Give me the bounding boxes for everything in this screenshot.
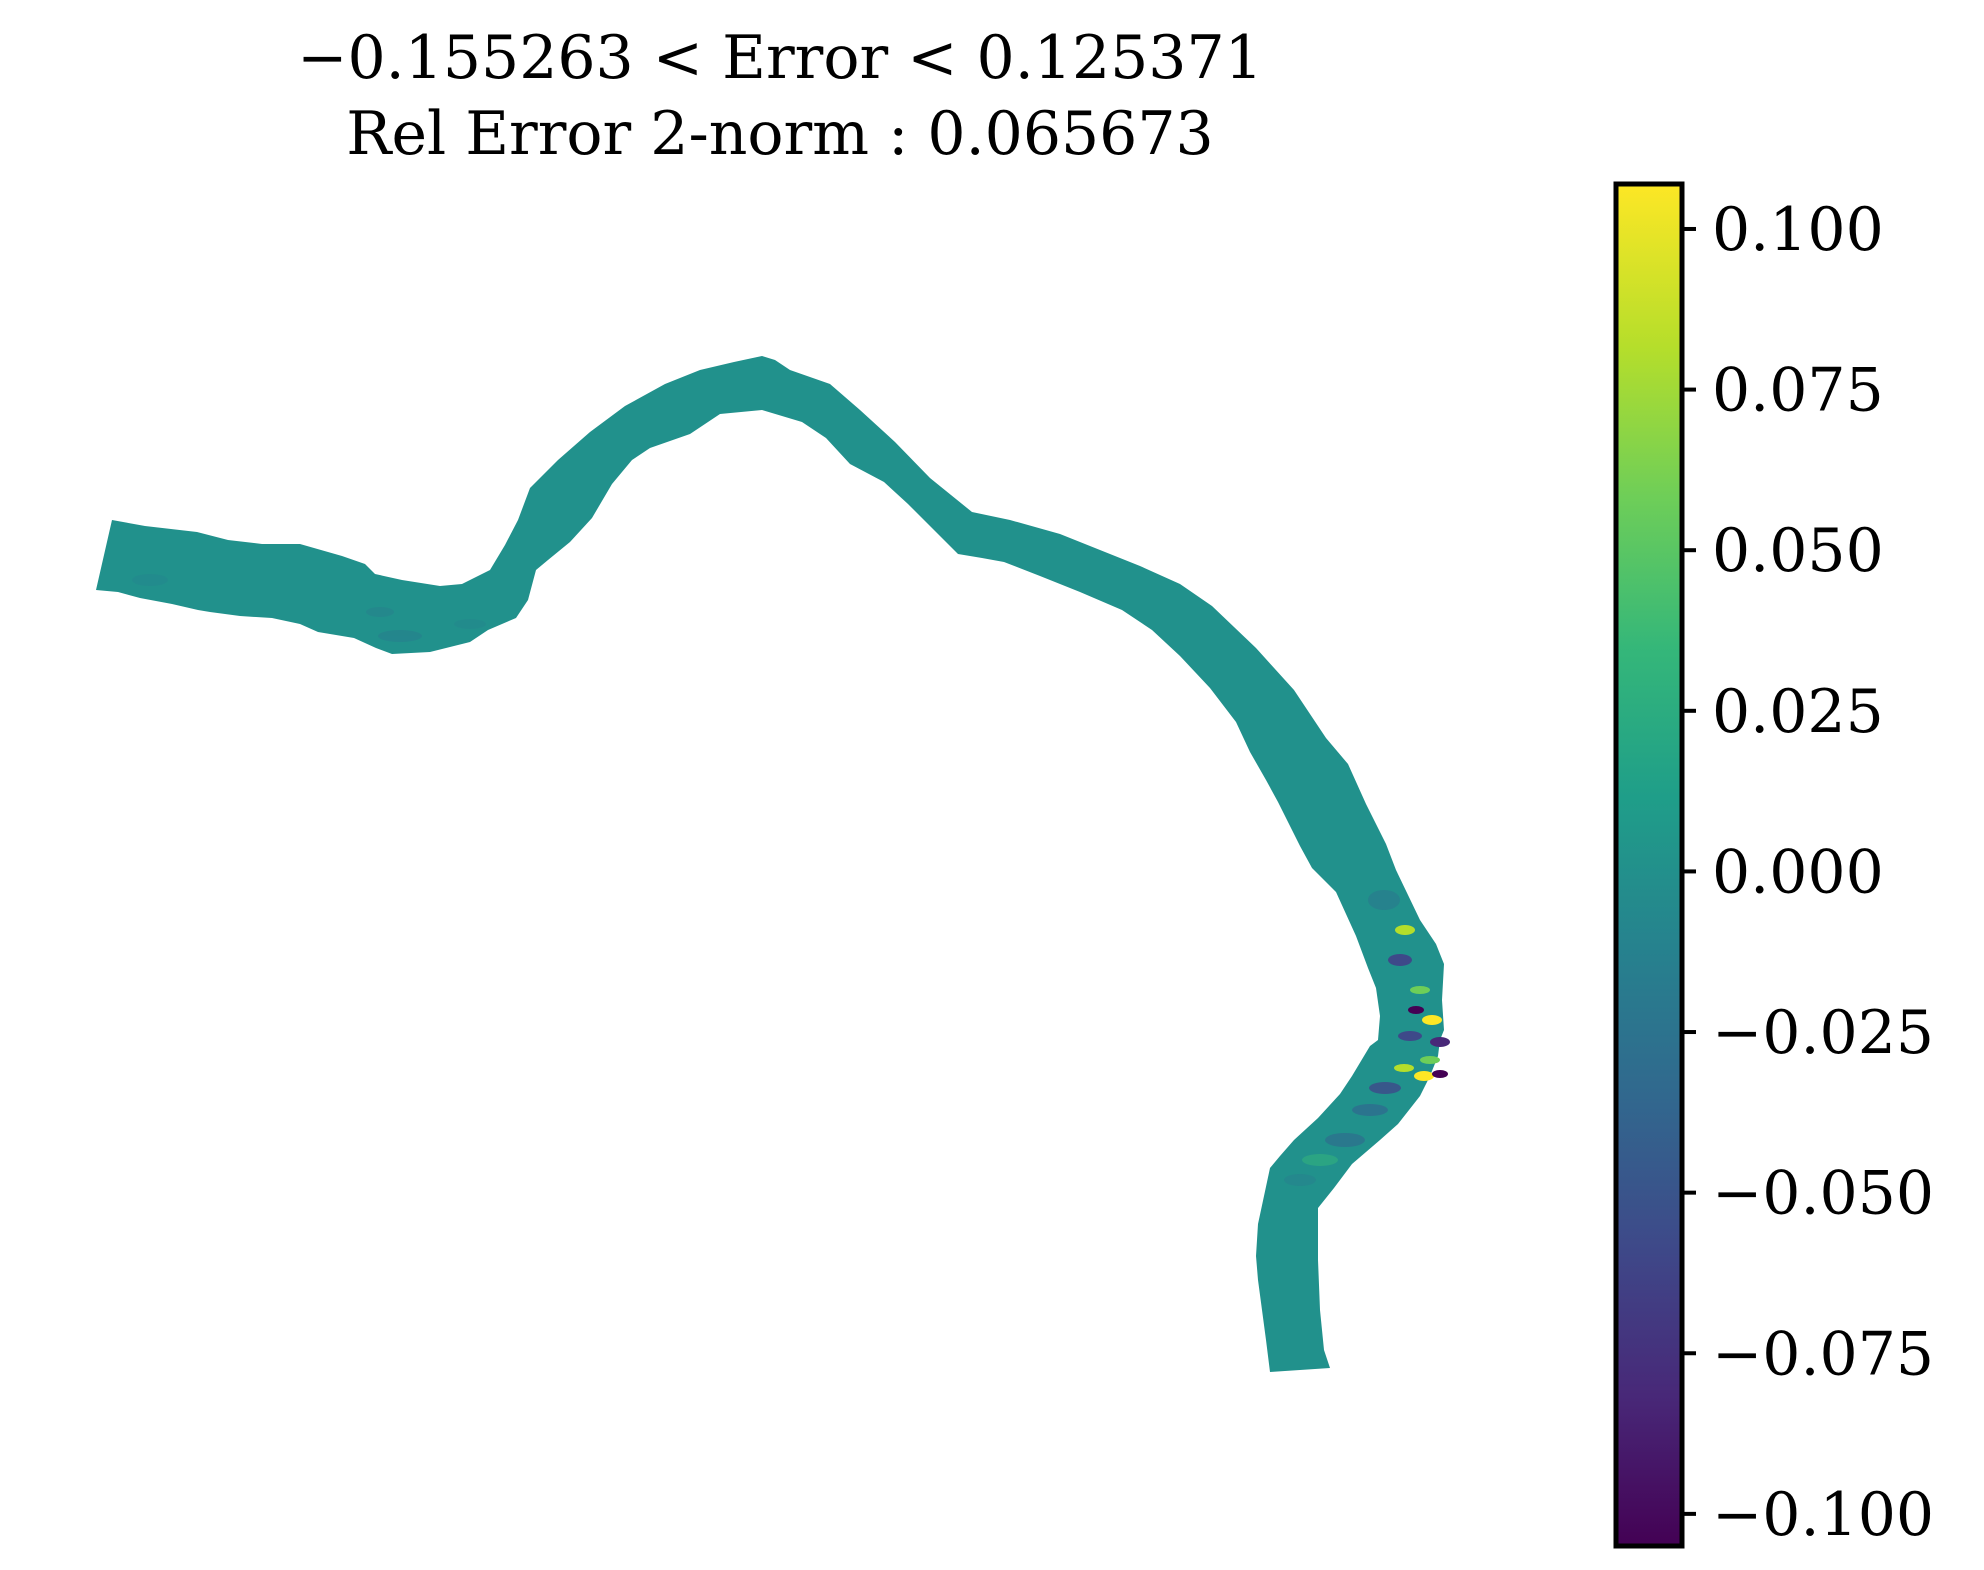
chart-title-line1: −0.155263 < Error < 0.125371 [297,23,1263,93]
river-field-shape [96,356,1444,1372]
colorbar-tick-label: −0.075 [1712,1319,1934,1389]
colorbar-tick-label: 0.050 [1712,516,1884,586]
field-noise-bend [1284,890,1450,1186]
colorbar-tick-label: 0.025 [1712,677,1884,747]
colorbar-ticks: 0.100 0.075 0.050 0.025 0.000 −0.025 −0.050 −0.… [1682,195,1934,1550]
colorbar-tick-label: −0.050 [1712,1159,1934,1229]
colorbar-tick-label: −0.025 [1712,998,1934,1068]
colorbar-gradient [1616,184,1682,1546]
colorbar-tick-label: 0.075 [1712,356,1884,426]
colorbar-tick-label: −0.100 [1712,1480,1934,1550]
field-noise-upper [132,574,486,642]
colorbar-frame [1613,181,1685,1549]
colorbar: 0.100 0.075 0.050 0.025 0.000 −0.025 −0.050 −0.… [1613,181,1934,1550]
colorbar-tick-label: 0.100 [1712,195,1884,265]
error-field [96,356,1450,1372]
chart-title-line2: Rel Error 2-norm : 0.065673 [346,99,1213,169]
colorbar-tick-label: 0.000 [1712,837,1884,907]
